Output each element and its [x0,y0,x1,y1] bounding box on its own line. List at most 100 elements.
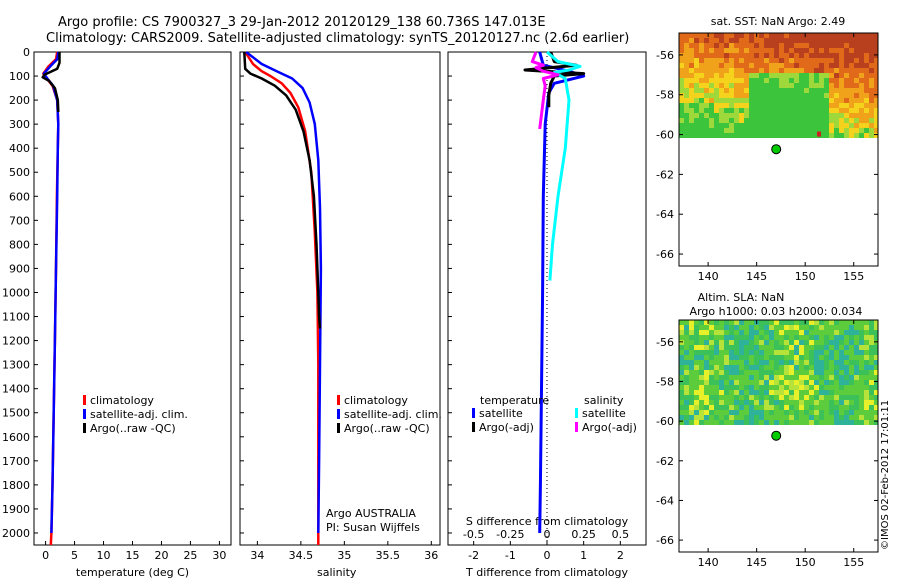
map-cell [844,38,849,43]
map-cell [814,98,819,103]
map-cell [869,395,874,400]
map-cell [864,380,869,385]
map-cell [854,345,859,350]
map-cell [859,370,864,375]
map-cell [784,33,789,38]
x-tick-label: 5 [71,549,78,562]
map-cell [719,73,724,78]
map-cell [849,38,854,43]
map-cell [699,400,704,405]
map-cell [874,123,878,128]
map-cell [684,128,689,133]
map-cell [844,58,849,63]
map-cell [679,78,684,83]
map-cell [789,415,794,420]
map-cell [839,78,844,83]
legend-item-swatch [337,409,340,419]
map-cell [804,380,809,385]
map-cell [699,360,704,365]
map-cell [734,420,739,425]
map-cell [774,390,779,395]
map-cell [794,58,799,63]
map-cell [684,58,689,63]
map-cell [734,400,739,405]
map-cell [844,118,849,123]
map-cell [789,330,794,335]
map-cell [679,123,684,128]
map-cell [804,420,809,425]
map-cell [799,350,804,355]
map-cell [854,370,859,375]
map-cell [844,43,849,48]
map-cell [689,108,694,113]
map-cell [719,405,724,410]
map-cell [734,415,739,420]
map-cell [709,73,714,78]
map-cell [749,395,754,400]
map-cell [809,63,814,68]
map-cell [729,320,734,325]
map-cell [814,78,819,83]
map-cell [834,63,839,68]
x2-tick-label: 0.5 [612,528,630,541]
map-cell [749,88,754,93]
map-cell [719,103,724,108]
map-cell [729,63,734,68]
map-cell [769,78,774,83]
map-cell [689,43,694,48]
map-cell [849,340,854,345]
map-cell [684,405,689,410]
y-tick-label: 600 [9,190,30,203]
map-cell [849,365,854,370]
map-cell [844,73,849,78]
map-cell [709,128,714,133]
map-cell [859,410,864,415]
map-cell [759,355,764,360]
map-cell [814,375,819,380]
x-tick-label: 155 [843,270,864,283]
map-cell [789,350,794,355]
map-cell [699,370,704,375]
map-cell [704,350,709,355]
map-cell [779,58,784,63]
map-cell [734,360,739,365]
map-cell [754,380,759,385]
map-cell [709,380,714,385]
map-cell [759,395,764,400]
figure-title-line1: Argo profile: CS 7900327_3 29-Jan-2012 2… [58,15,546,30]
map-cell [719,128,724,133]
map-cell [844,415,849,420]
map-cell [749,43,754,48]
map-cell [679,360,684,365]
map-cell [864,325,869,330]
map-cell [754,360,759,365]
map-cell [749,405,754,410]
map-cell [779,33,784,38]
map-cell [809,43,814,48]
difference-axes-frame [447,51,647,546]
map-cell [789,385,794,390]
map-cell [754,38,759,43]
y-tick-label: -62 [656,168,674,181]
map-cell [774,375,779,380]
map-cell [854,78,859,83]
map-cell [869,350,874,355]
map-cell [859,345,864,350]
map-cell [679,375,684,380]
map-cell [704,420,709,425]
map-cell [779,113,784,118]
map-cell [809,370,814,375]
map-cell [784,370,789,375]
map-cell [874,133,878,138]
map-cell [724,33,729,38]
map-cell [704,103,709,108]
map-cell [864,93,869,98]
map-cell [709,43,714,48]
map-cell [689,78,694,83]
map-cell [739,73,744,78]
map-cell [854,325,859,330]
map-cell [829,410,834,415]
map-cell [684,320,689,325]
map-cell [784,113,789,118]
map-cell [764,53,769,58]
